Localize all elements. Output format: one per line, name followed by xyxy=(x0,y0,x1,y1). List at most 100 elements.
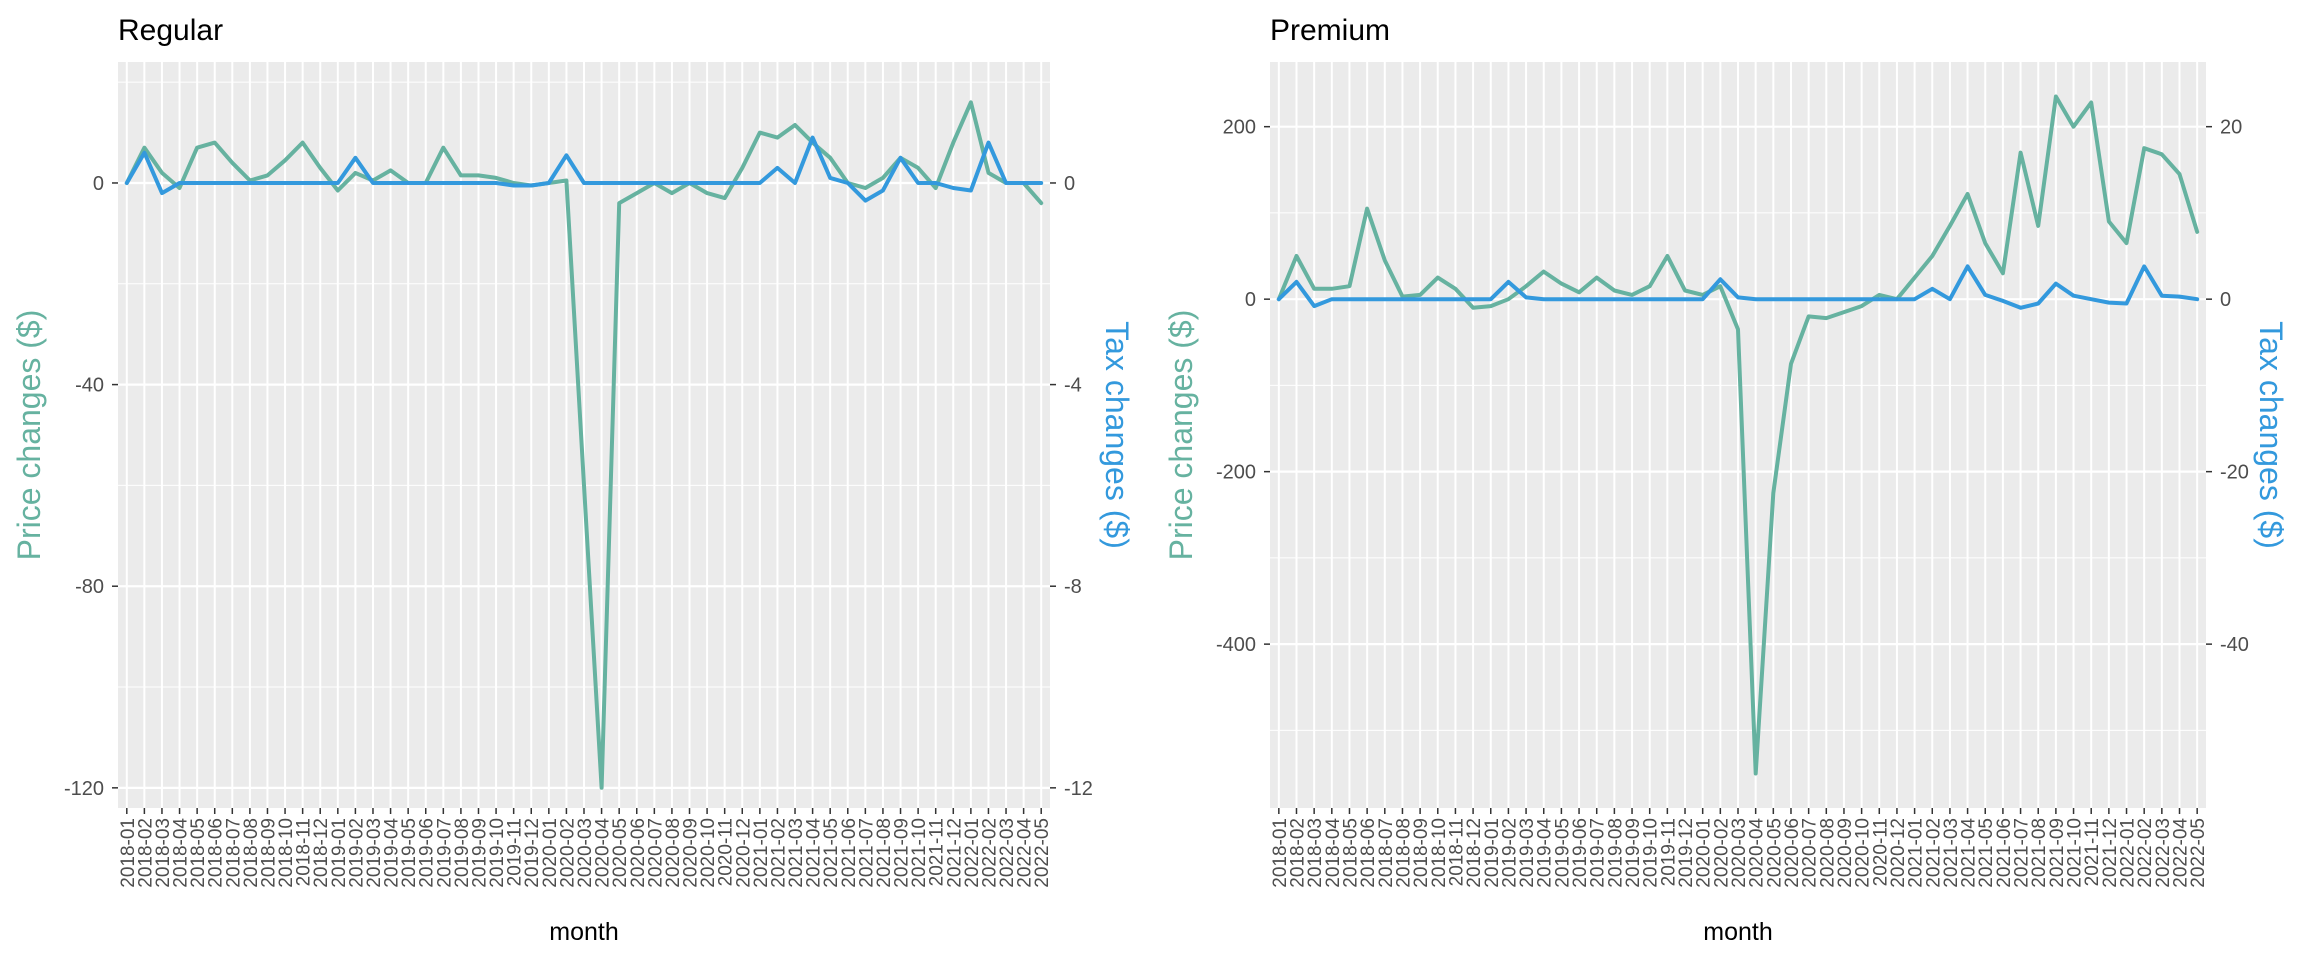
x-tick-label: 2019-05 xyxy=(1552,818,1573,888)
x-axis-label: month xyxy=(1703,918,1772,946)
x-tick-label: 2018-09 xyxy=(1411,818,1432,888)
y-axis-label-tax: Tax changes ($) xyxy=(2253,321,2289,549)
x-tick-label: 2019-10 xyxy=(487,818,508,888)
x-tick-label: 2019-04 xyxy=(382,818,403,888)
x-tick-label: 2019-09 xyxy=(469,818,490,888)
x-axis-label: month xyxy=(549,918,618,946)
x-tick-label: 2020-03 xyxy=(1729,818,1750,888)
x-tick-label: 2020-10 xyxy=(698,818,719,888)
x-tick-label: 2021-11 xyxy=(927,818,948,886)
x-tick-label: 2021-12 xyxy=(2100,818,2121,888)
x-tick-label: 2018-10 xyxy=(276,818,297,888)
x-tick-label: 2021-10 xyxy=(2065,818,2086,888)
y-axis-label-price: Price changes ($) xyxy=(1163,310,1199,561)
x-tick-label: 2019-12 xyxy=(522,818,543,888)
x-tick-label: 2021-02 xyxy=(768,818,789,888)
y2-tick-label: -8 xyxy=(1064,576,1082,598)
x-tick-label: 2020-08 xyxy=(1817,818,1838,888)
x-tick-label: 2019-02 xyxy=(1499,818,1520,888)
x-tick-label: 2020-08 xyxy=(663,818,684,888)
x-tick-label: 2019-07 xyxy=(434,818,455,888)
x-tick-label: 2020-12 xyxy=(733,818,754,888)
x-tick-label: 2018-09 xyxy=(258,818,279,888)
x-tick-label: 2022-05 xyxy=(1032,818,1053,888)
x-tick-label: 2020-10 xyxy=(1853,818,1874,888)
x-tick-label: 2021-07 xyxy=(856,818,877,888)
x-tick-label: 2021-01 xyxy=(1906,818,1927,888)
x-tick-label: 2021-10 xyxy=(909,818,930,888)
x-tick-label: 2018-07 xyxy=(223,818,244,888)
x-tick-label: 2018-02 xyxy=(1287,818,1308,888)
x-tick-label: 2019-11 xyxy=(505,818,526,886)
x-tick-label: 2019-06 xyxy=(1570,818,1591,888)
y2-tick-label: 20 xyxy=(2220,117,2242,139)
x-tick-label: 2021-12 xyxy=(944,818,965,888)
x-tick-label: 2022-04 xyxy=(1015,818,1036,888)
y2-tick-label: -40 xyxy=(2220,634,2249,656)
x-tick-label: 2018-06 xyxy=(1358,818,1379,888)
y2-tick-label: -20 xyxy=(2220,462,2249,484)
x-tick-label: 2018-12 xyxy=(1464,818,1485,888)
y-tick-label: -200 xyxy=(1216,462,1256,484)
x-tick-label: 2019-07 xyxy=(1588,818,1609,888)
y-tick-label: 200 xyxy=(1223,117,1256,139)
x-tick-label: 2018-11 xyxy=(294,818,315,886)
x-tick-label: 2021-07 xyxy=(2012,818,2033,888)
x-tick-label: 2021-08 xyxy=(2029,818,2050,888)
y2-tick-label: 0 xyxy=(2220,289,2231,311)
x-tick-label: 2021-05 xyxy=(821,818,842,888)
x-tick-label: 2018-01 xyxy=(118,818,139,888)
x-tick-label: 2021-11 xyxy=(2082,818,2103,886)
x-tick-label: 2018-03 xyxy=(153,818,174,888)
x-tick-label: 2020-06 xyxy=(1782,818,1803,888)
y-axis-label-tax: Tax changes ($) xyxy=(1099,321,1135,549)
x-tick-label: 2020-02 xyxy=(557,818,578,888)
x-tick-label: 2022-01 xyxy=(2118,818,2139,888)
chart-title: Regular xyxy=(118,14,223,47)
y-axis-label-price: Price changes ($) xyxy=(11,310,47,561)
tax-changes-line xyxy=(1276,264,2200,310)
x-tick-label: 2021-05 xyxy=(1976,818,1997,888)
x-tick-label: 2019-08 xyxy=(1605,818,1626,888)
x-tick-label: 2021-04 xyxy=(804,818,825,888)
x-tick-label: 2018-05 xyxy=(1340,818,1361,888)
x-tick-label: 2021-06 xyxy=(1994,818,2015,888)
y-tick-label: -400 xyxy=(1216,634,1256,656)
x-tick-label: 2018-02 xyxy=(135,818,156,888)
x-tick-label: 2019-06 xyxy=(417,818,438,888)
panel-premium: 2000-200-400200-20-402018-012018-022018-… xyxy=(1163,14,2289,946)
x-tick-label: 2020-04 xyxy=(1747,818,1768,888)
x-tick-label: 2020-01 xyxy=(540,818,561,888)
x-tick-label: 2018-12 xyxy=(311,818,332,888)
x-tick-label: 2019-03 xyxy=(364,818,385,888)
x-tick-label: 2020-02 xyxy=(1711,818,1732,888)
x-tick-label: 2019-10 xyxy=(1641,818,1662,888)
x-tick-label: 2018-04 xyxy=(1323,818,1344,888)
x-tick-label: 2018-10 xyxy=(1429,818,1450,888)
x-tick-label: 2019-05 xyxy=(399,818,420,888)
chart-title: Premium xyxy=(1270,14,1390,47)
tax-changes-line xyxy=(124,135,1044,203)
x-tick-label: 2021-09 xyxy=(2047,818,2068,888)
x-tick-label: 2022-03 xyxy=(2153,818,2174,888)
x-tick-label: 2020-03 xyxy=(575,818,596,888)
x-tick-label: 2019-08 xyxy=(452,818,473,888)
x-tick-label: 2021-04 xyxy=(1959,818,1980,888)
y-tick-label: 0 xyxy=(1245,289,1256,311)
x-tick-label: 2018-04 xyxy=(171,818,192,888)
y2-tick-label: -4 xyxy=(1064,375,1082,397)
x-tick-label: 2019-03 xyxy=(1517,818,1538,888)
x-tick-label: 2020-07 xyxy=(645,818,666,888)
y-tick-label: 0 xyxy=(93,173,104,195)
price-changes-line xyxy=(124,100,1044,790)
x-tick-label: 2018-03 xyxy=(1305,818,1326,888)
x-tick-label: 2019-09 xyxy=(1623,818,1644,888)
x-tick-label: 2019-01 xyxy=(1482,818,1503,888)
x-tick-label: 2020-09 xyxy=(681,818,702,888)
x-tick-label: 2020-12 xyxy=(1888,818,1909,888)
x-tick-label: 2020-01 xyxy=(1694,818,1715,888)
x-tick-label: 2019-12 xyxy=(1676,818,1697,888)
x-tick-label: 2019-01 xyxy=(329,818,350,888)
x-tick-label: 2020-05 xyxy=(610,818,631,888)
